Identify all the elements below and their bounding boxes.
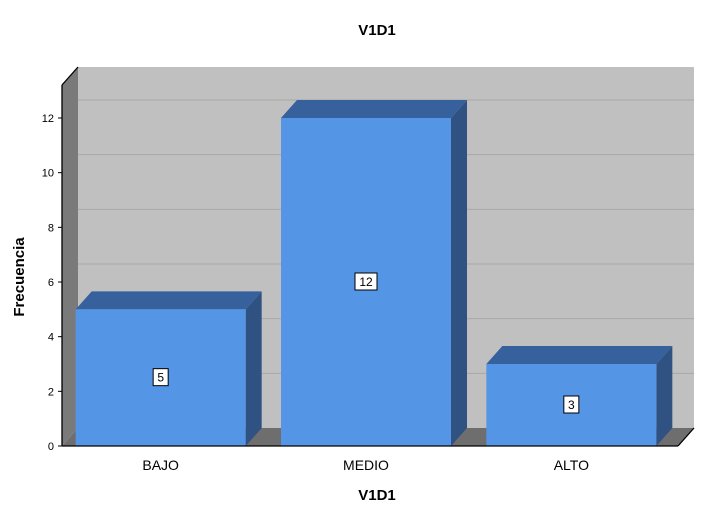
bar-side [451, 100, 467, 446]
y-tick-label: 2 [48, 386, 54, 398]
bar-top [486, 346, 673, 364]
bar-alto: 3 [486, 346, 673, 446]
x-tick-label: BAJO [142, 457, 179, 473]
y-tick-label: 0 [48, 441, 54, 453]
y-tick-label: 6 [48, 277, 54, 289]
bars-group: 5 12 3 [75, 100, 673, 446]
bar-medio: 12 [281, 100, 467, 446]
x-tick-label: MEDIO [343, 457, 389, 473]
data-label-box [354, 272, 378, 291]
side-wall [62, 67, 78, 446]
chart-title: V1D1 [358, 22, 396, 39]
x-axis-end-edge [677, 427, 695, 447]
y-tick-label: 4 [48, 332, 54, 344]
bar-side [656, 346, 673, 446]
y-axis-top-edge [61, 66, 79, 86]
axes-group [58, 66, 695, 447]
data-label-box [563, 395, 580, 414]
x-axis-title: V1D1 [358, 487, 396, 504]
data-label: 3 [568, 398, 575, 412]
data-label: 12 [359, 275, 373, 289]
x-tick-label: ALTO [554, 457, 589, 473]
bar-side [245, 291, 262, 446]
bar-top [281, 100, 467, 118]
bar-top [75, 291, 262, 310]
data-label-box [152, 368, 169, 387]
bar-bajo: 5 [75, 291, 262, 446]
y-axis-title: Frecuencia [11, 237, 28, 317]
labels-group: 0 2 4 6 8 10 12 BAJO MEDIO ALTO [42, 113, 589, 473]
y-tick-label: 8 [48, 222, 54, 234]
y-tick-label: 10 [42, 168, 54, 180]
y-tick-label: 12 [42, 113, 54, 125]
data-label: 5 [157, 371, 164, 385]
